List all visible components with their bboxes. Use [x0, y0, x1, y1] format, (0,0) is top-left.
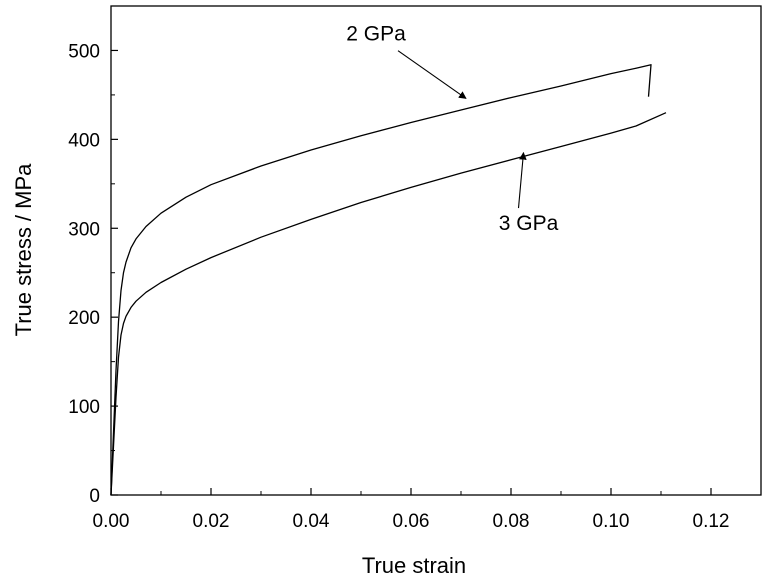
- y-tick-label: 200: [68, 308, 100, 329]
- x-tick-label: 0.04: [293, 511, 330, 532]
- x-tick-label: 0.02: [193, 511, 230, 532]
- y-tick-label: 300: [68, 219, 100, 240]
- annotation-layer: 2 GPa 3 GPa: [346, 23, 558, 235]
- y-axis-title: True stress / MPa: [11, 163, 36, 337]
- y-tick-label: 100: [68, 397, 100, 418]
- annotation-arrow: [397, 50, 467, 99]
- series-line-2gpa: [110, 64, 652, 496]
- annotation-label: 2 GPa: [346, 23, 406, 46]
- annotation-arrow: [517, 151, 527, 209]
- x-tick-label: 0.00: [93, 511, 130, 532]
- y-axis-ticks: 0 100 200 300 400 500: [68, 5, 118, 507]
- annotation-label: 3 GPa: [499, 212, 559, 235]
- x-tick-label: 0.08: [493, 511, 530, 532]
- series-layer: [110, 64, 667, 496]
- x-tick-label: 0.06: [393, 511, 430, 532]
- x-axis-ticks: 0.00 0.02 0.04 0.06 0.08 0.10 0.12: [93, 488, 730, 532]
- y-tick-label: 500: [68, 41, 100, 62]
- series-line-3gpa: [110, 112, 667, 496]
- y-tick-label: 0: [89, 486, 100, 507]
- x-tick-label: 0.10: [593, 511, 630, 532]
- x-axis-title: True strain: [362, 553, 466, 578]
- y-tick-label: 400: [68, 130, 100, 151]
- x-tick-label: 0.12: [693, 511, 730, 532]
- plot-frame: [110, 5, 762, 496]
